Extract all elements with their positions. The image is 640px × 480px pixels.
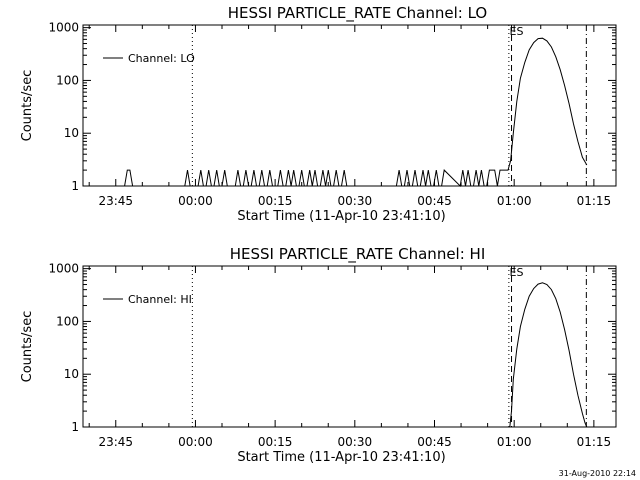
- x-tick-label: 00:45: [417, 194, 452, 208]
- x-tick-label: 00:00: [178, 435, 213, 449]
- y-tick-label: 10: [64, 126, 79, 140]
- y-tick-label: 100: [56, 73, 79, 87]
- chart-title: HESSI PARTICLE_RATE Channel: HI: [230, 245, 486, 264]
- legend-label: Channel: LO: [128, 52, 195, 65]
- y-tick-label: 1: [71, 179, 79, 193]
- x-tick-label: 00:15: [258, 194, 293, 208]
- legend-label: Channel: HI: [128, 293, 192, 306]
- x-axis-label: Start Time (11-Apr-10 23:41:10): [237, 209, 445, 224]
- marker-label: ES: [510, 25, 524, 38]
- y-axis-label: Counts/sec: [20, 311, 35, 383]
- x-tick-label: 00:30: [338, 435, 373, 449]
- x-tick-label: 23:45: [98, 435, 133, 449]
- x-tick-label: 01:00: [497, 194, 532, 208]
- plot-frame: [82, 265, 617, 428]
- series-line: [509, 282, 588, 428]
- marker-label: ES: [510, 266, 524, 279]
- y-axis-label: Counts/sec: [20, 70, 35, 142]
- plot-frame: [82, 24, 617, 187]
- y-tick-label: 1: [71, 420, 79, 434]
- x-tick-label: 00:00: [178, 194, 213, 208]
- y-tick-label: 10: [64, 367, 79, 381]
- y-tick-label: 1000: [48, 21, 79, 35]
- footer-timestamp: 31-Aug-2010 22:14: [559, 469, 636, 478]
- x-tick-label: 01:15: [577, 435, 612, 449]
- x-tick-label: 00:15: [258, 435, 293, 449]
- chart-title: HESSI PARTICLE_RATE Channel: LO: [228, 4, 487, 23]
- y-tick-label: 1000: [48, 262, 79, 276]
- x-axis-label: Start Time (11-Apr-10 23:41:10): [237, 450, 445, 465]
- x-tick-label: 23:45: [98, 194, 133, 208]
- x-tick-label: 00:30: [338, 194, 373, 208]
- y-tick-label: 100: [56, 314, 79, 328]
- x-tick-label: 00:45: [417, 435, 452, 449]
- x-tick-label: 01:00: [497, 435, 532, 449]
- x-tick-label: 01:15: [577, 194, 612, 208]
